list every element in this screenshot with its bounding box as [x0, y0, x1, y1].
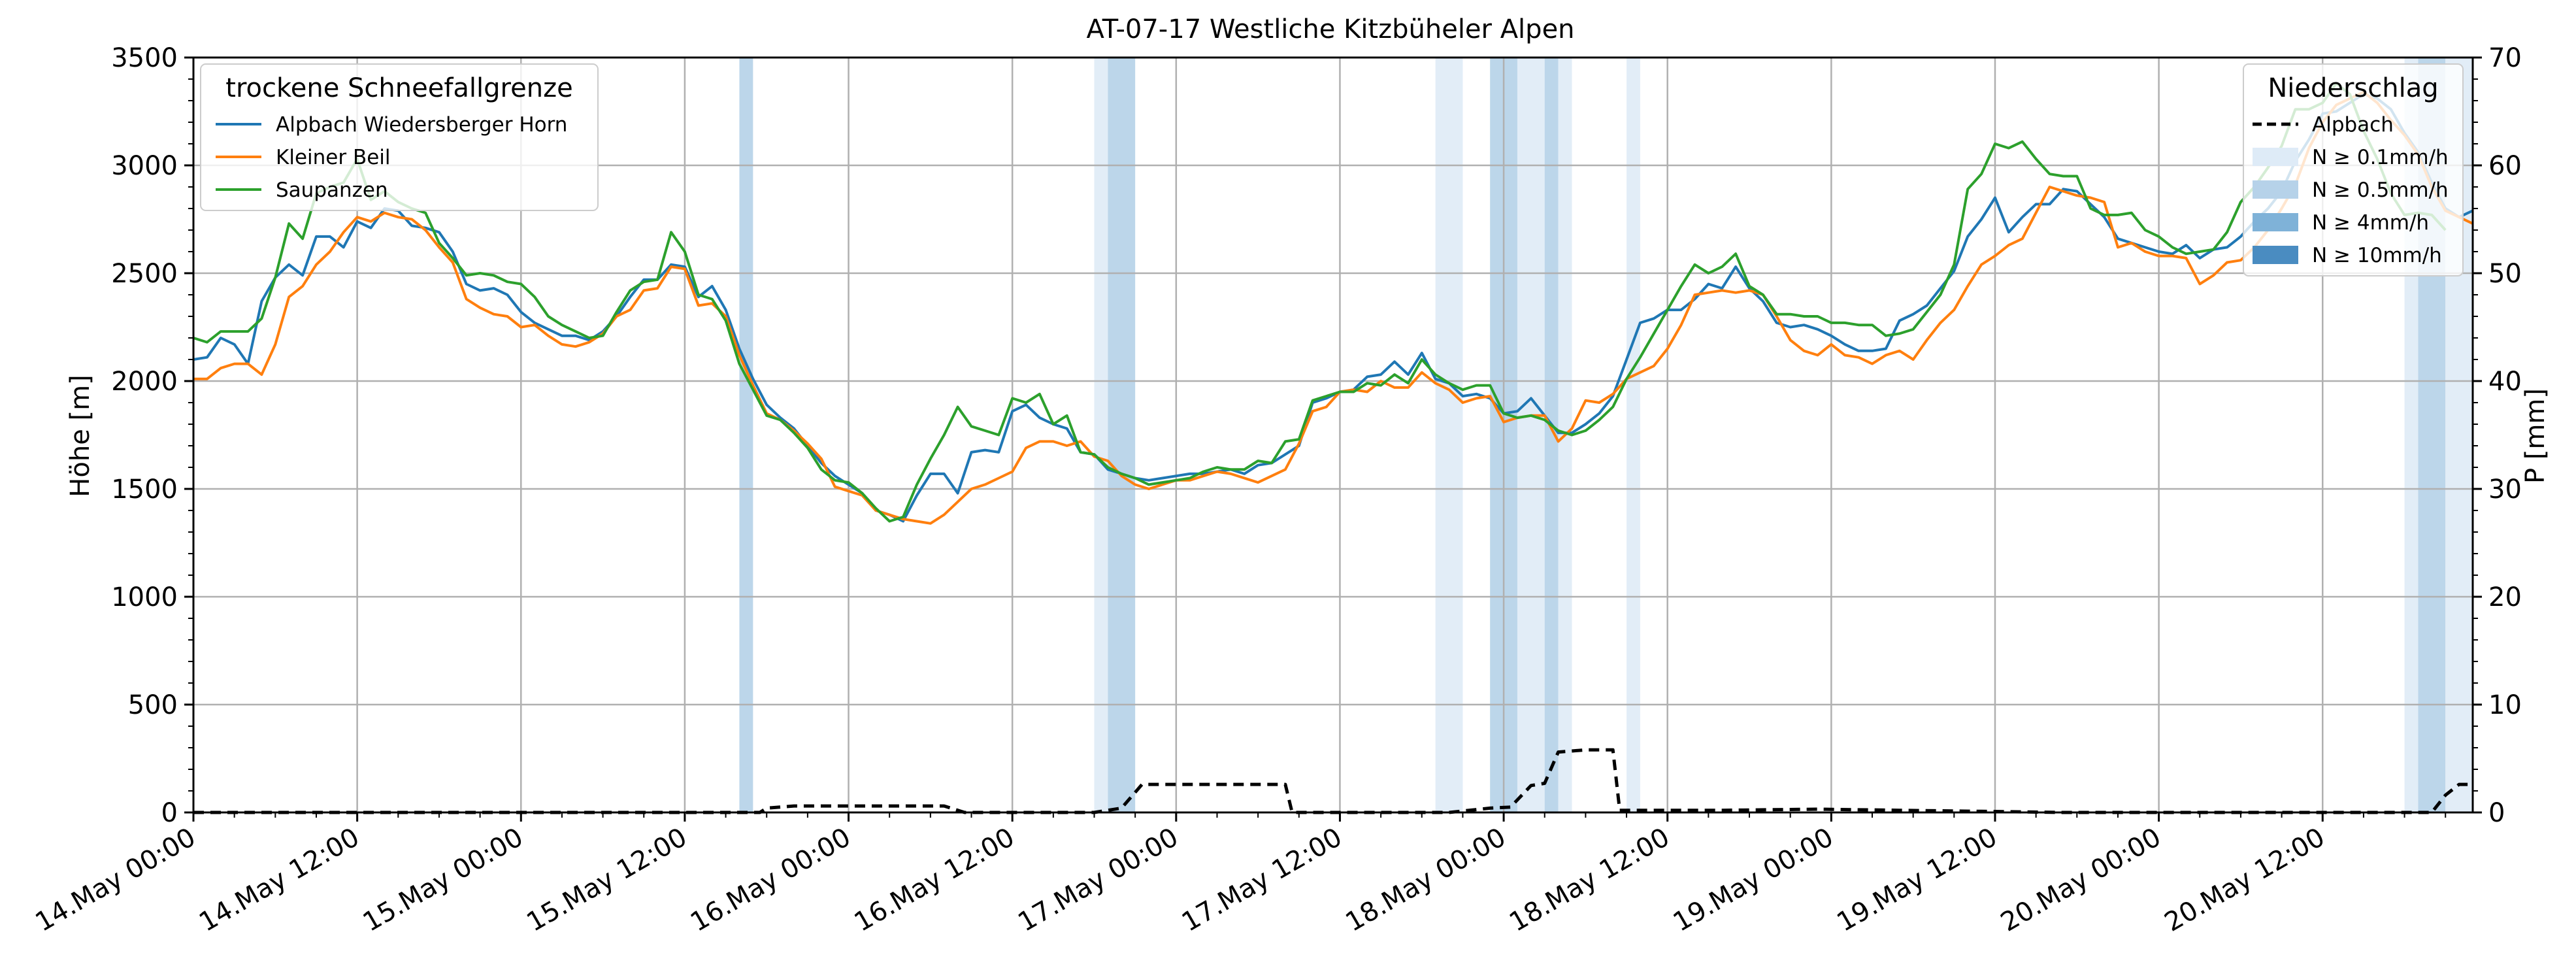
precip-band-0 [739, 58, 753, 812]
legend-snow-box [200, 63, 599, 211]
y2-axis-label: P [mm] [2520, 388, 2551, 484]
legend-label-n4: N ≥ 4mm/h [2312, 211, 2429, 235]
legend-label-saupanzen: Saupanzen [276, 178, 388, 202]
precip-band-8 [1627, 58, 1640, 812]
y2-tick-label-4: 40 [2488, 367, 2522, 397]
y-axis-label: Höhe [m] [65, 375, 95, 497]
legend-snow-title: trockene Schneefallgrenze [225, 73, 572, 103]
y-tick-label-3: 1500 [111, 475, 178, 505]
y2-tick-label-6: 60 [2488, 151, 2522, 181]
legend-label-alpbach-precip: Alpbach [2312, 113, 2394, 137]
y2-tick-label-1: 10 [2488, 690, 2522, 720]
y2-tick-label-7: 70 [2488, 43, 2522, 73]
y2-tick-label-5: 50 [2488, 259, 2522, 289]
y-tick-label-6: 3000 [111, 151, 178, 181]
y2-tick-label-3: 30 [2488, 475, 2522, 505]
legend-label-n05: N ≥ 0.5mm/h [2312, 178, 2449, 202]
legend-label-alpbach-wh: Alpbach Wiedersberger Horn [276, 113, 567, 137]
precip-band-6 [1544, 58, 1559, 812]
precip-band-1 [1094, 58, 1108, 812]
y-tick-label-1: 500 [128, 690, 178, 720]
legend-label-n01: N ≥ 0.1mm/h [2312, 146, 2449, 169]
legend-swatch-n10 [2253, 246, 2298, 264]
legend-precip: Niederschlag Alpbach N ≥ 0.1mm/h N ≥ 0.5… [2243, 63, 2464, 276]
chart-title: AT-07-17 Westliche Kitzbüheler Alpen [1086, 14, 1574, 44]
series-line-kleiner-beil [193, 90, 2473, 525]
precip-band-5 [1517, 58, 1545, 812]
legend-label-kleiner-beil: Kleiner Beil [276, 146, 391, 169]
y2-tick-label-2: 20 [2488, 582, 2522, 612]
y-tick-label-2: 1000 [111, 582, 178, 612]
precip-band-3 [1435, 58, 1463, 812]
legend-swatch-n01 [2253, 148, 2298, 166]
plot-frame [192, 56, 2474, 814]
legend-swatch-n05 [2253, 180, 2298, 199]
legend-label-n10: N ≥ 10mm/h [2312, 244, 2442, 267]
legend-swatch-n4 [2253, 213, 2298, 231]
y-tick-label-5: 2500 [111, 259, 178, 289]
legend-precip-title: Niederschlag [2268, 73, 2438, 103]
legend-snow: trockene Schneefallgrenze Alpbach Wieder… [200, 63, 599, 211]
y-tick-label-7: 3500 [111, 43, 178, 73]
y-tick-label-4: 2000 [111, 367, 178, 397]
axes [192, 56, 2474, 814]
series-line-saupanzen [193, 82, 2447, 523]
y2-tick-label-0: 0 [2488, 798, 2505, 828]
precip-band-2 [1108, 58, 1136, 812]
y-tick-label-0: 0 [161, 798, 178, 828]
